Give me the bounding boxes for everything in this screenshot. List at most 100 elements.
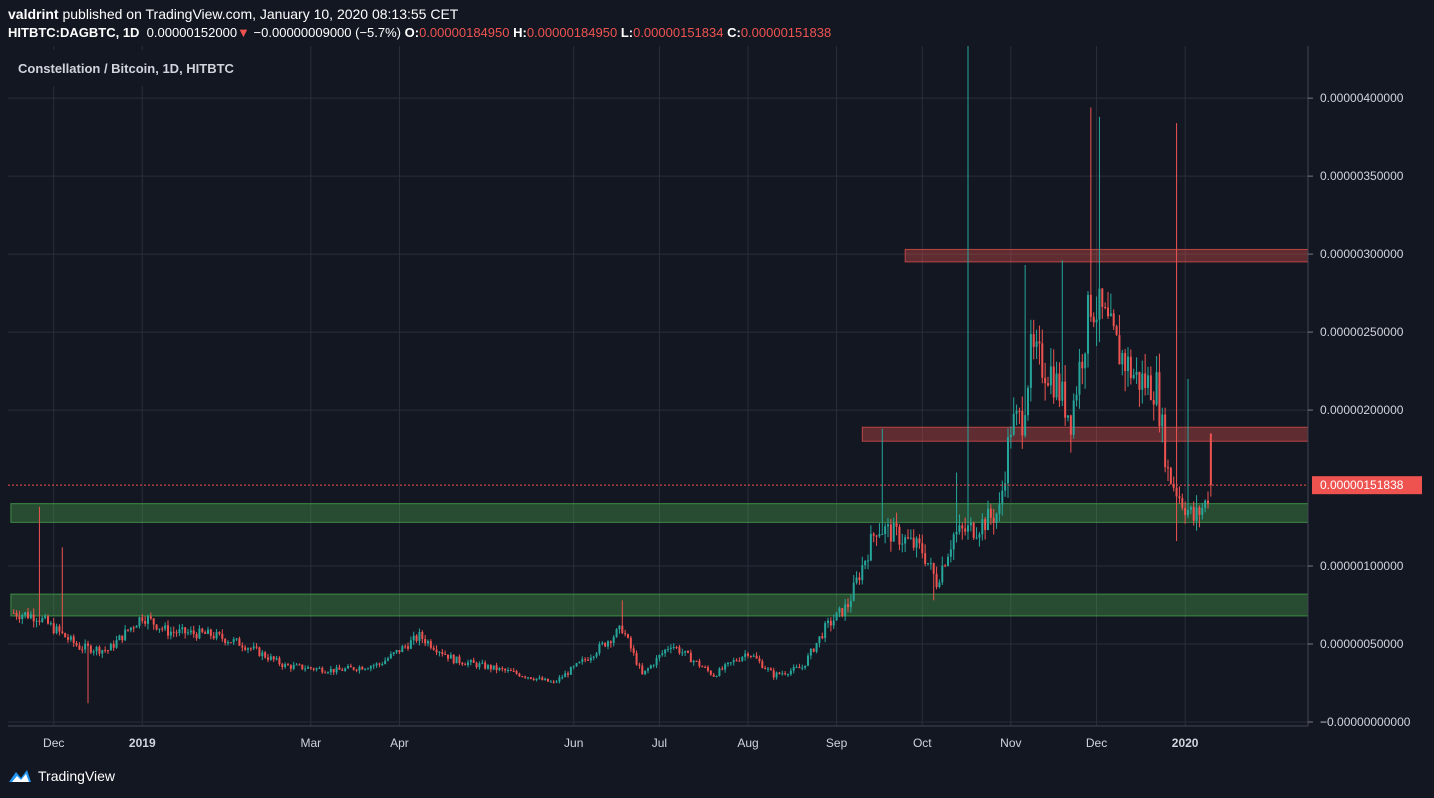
publish-info: valdrint published on TradingView.com, J… <box>8 6 458 22</box>
candle-down <box>984 519 987 531</box>
candle-up <box>852 582 855 601</box>
candle-down <box>695 660 698 662</box>
candle-up <box>592 656 595 658</box>
candle-up <box>938 582 941 588</box>
candle-down <box>398 650 401 653</box>
candle-up <box>901 543 904 545</box>
candle-up <box>692 660 695 663</box>
candle-down <box>98 646 101 654</box>
candle-up <box>549 681 552 683</box>
candle-down <box>944 565 947 567</box>
candle-down <box>1124 353 1127 372</box>
candle-up <box>1098 288 1101 320</box>
candle-down <box>587 659 589 661</box>
time-axis[interactable]: Dec 2019 Mar Apr Jun Jul Aug Sep Oct Nov Dec 2020 <box>43 736 1199 750</box>
candle-up <box>1061 381 1064 401</box>
candle-up <box>84 643 87 650</box>
candle-up <box>647 668 649 671</box>
candle-up <box>572 666 575 668</box>
candle-down <box>321 667 324 673</box>
chart-title: Constellation / Bitcoin, 1D, HITBTC <box>18 61 235 76</box>
candle-down <box>58 626 61 632</box>
candle-down <box>749 655 752 657</box>
candle-down <box>121 635 124 641</box>
candle-down <box>1207 500 1209 504</box>
candle-up <box>487 665 489 669</box>
candle-down <box>204 632 207 634</box>
candle-down <box>175 632 178 634</box>
candle-up <box>409 640 412 649</box>
x-tick-label: Dec <box>43 736 64 750</box>
candle-down <box>1158 372 1161 427</box>
price-axis[interactable]: 0.00000400000 0.00000350000 0.00000300000 0… <box>1308 91 1411 729</box>
candle-down <box>272 656 275 660</box>
candle-up <box>1141 373 1144 390</box>
candle-down <box>1144 373 1147 388</box>
candle-down <box>161 628 164 630</box>
candle-down <box>27 612 29 619</box>
candle-down <box>464 664 467 666</box>
candle-up <box>1147 375 1149 388</box>
candle-up <box>307 667 309 669</box>
candle-up <box>164 625 167 629</box>
candle-up <box>558 677 561 682</box>
candle-up <box>418 632 421 641</box>
candle-down <box>52 623 55 634</box>
candle-up <box>955 531 958 535</box>
candle-down <box>1169 467 1172 484</box>
candle-down <box>755 655 758 659</box>
candle-up <box>715 676 718 678</box>
candle-down <box>281 664 284 667</box>
candle-up <box>384 660 387 665</box>
candle-up <box>147 616 149 624</box>
candle-down <box>309 667 312 669</box>
brand-logo[interactable]: TradingView <box>8 768 115 784</box>
candle-down <box>152 618 155 625</box>
candle-down <box>349 665 352 668</box>
candle-up <box>775 672 778 678</box>
candle-up <box>1078 361 1081 395</box>
candle-up <box>1015 410 1018 414</box>
candle-up <box>1035 341 1038 347</box>
candle-down <box>935 573 938 588</box>
candle-up <box>1132 374 1135 379</box>
candle-up <box>807 655 809 666</box>
candle-up <box>215 632 218 639</box>
candle-up <box>564 673 567 678</box>
candle-down <box>255 646 258 648</box>
candle-up <box>467 662 469 666</box>
candle-up <box>752 655 755 657</box>
candle-up <box>35 620 38 622</box>
price-chart[interactable]: 0.00000400000 0.00000350000 0.00000300000 0… <box>0 46 1434 762</box>
candle-up <box>724 664 727 670</box>
candle-down <box>532 678 535 681</box>
candle-up <box>544 678 547 681</box>
candle-down <box>1152 400 1155 405</box>
candle-down <box>78 645 81 650</box>
candle-up <box>1155 372 1158 405</box>
candle-up <box>269 656 272 660</box>
candle-up <box>892 522 895 542</box>
candle-down <box>632 648 635 654</box>
candle-down <box>495 665 498 671</box>
candle-down <box>841 608 844 617</box>
candle-down <box>461 662 464 665</box>
plot-area[interactable] <box>8 46 1308 726</box>
candle-up <box>887 524 889 527</box>
candle-down <box>1104 307 1107 309</box>
candle-down <box>829 620 832 626</box>
candle-up <box>661 653 664 655</box>
candle-up <box>655 658 658 666</box>
candle-down <box>772 670 775 678</box>
candle-up <box>247 648 249 650</box>
candle-down <box>435 649 438 653</box>
candle-up <box>329 668 332 673</box>
candle-up <box>1109 313 1112 317</box>
y-tick-label: 0.00000300000 <box>1320 247 1404 261</box>
x-tick-label: Dec <box>1086 736 1107 750</box>
candle-up <box>658 654 661 659</box>
candle-up <box>347 665 349 669</box>
candle-down <box>264 652 267 658</box>
candle-down <box>501 667 504 669</box>
candle-up <box>261 652 264 657</box>
